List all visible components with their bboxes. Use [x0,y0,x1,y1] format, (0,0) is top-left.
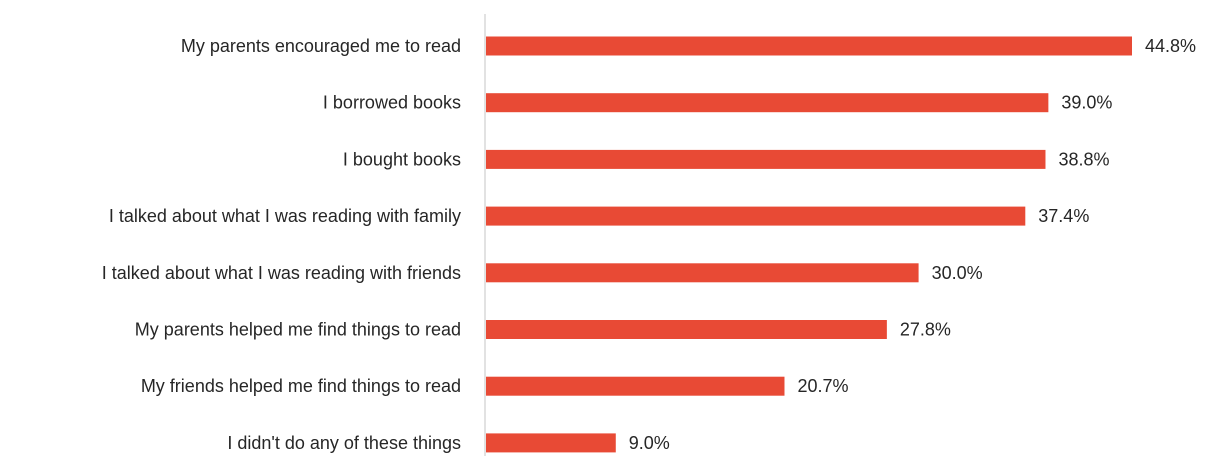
bar [486,149,1046,169]
category-label: I talked about what I was reading with f… [109,206,461,226]
category-label: My parents helped me find things to read [135,320,461,340]
bar [486,93,1049,113]
bar [486,36,1132,56]
data-label: 38.8% [1058,149,1109,169]
data-label: 37.4% [1038,206,1089,226]
category-label: My friends helped me find things to read [141,376,461,396]
category-labels: My parents encouraged me to read I borrow… [102,36,461,453]
data-label: 44.8% [1145,36,1196,56]
bars-layer [486,36,1132,453]
data-label: 39.0% [1061,93,1112,113]
category-label: I bought books [343,149,461,169]
bar [486,263,919,283]
value-labels: 44.8% 39.0% 38.8% 37.4% 30.0% 27.8% 20.7% 9.0% [629,36,1196,453]
category-label: I borrowed books [323,93,461,113]
bar [486,320,887,339]
category-label: My parents encouraged me to read [181,36,461,56]
category-label: I didn't do any of these things [227,433,461,453]
data-label: 30.0% [932,263,983,283]
data-label: 9.0% [629,433,670,453]
data-label: 20.7% [797,376,848,396]
category-label: I talked about what I was reading with f… [102,263,461,283]
data-label: 27.8% [900,320,951,340]
bar [486,433,616,453]
bar [486,376,785,396]
bar [486,206,1026,226]
